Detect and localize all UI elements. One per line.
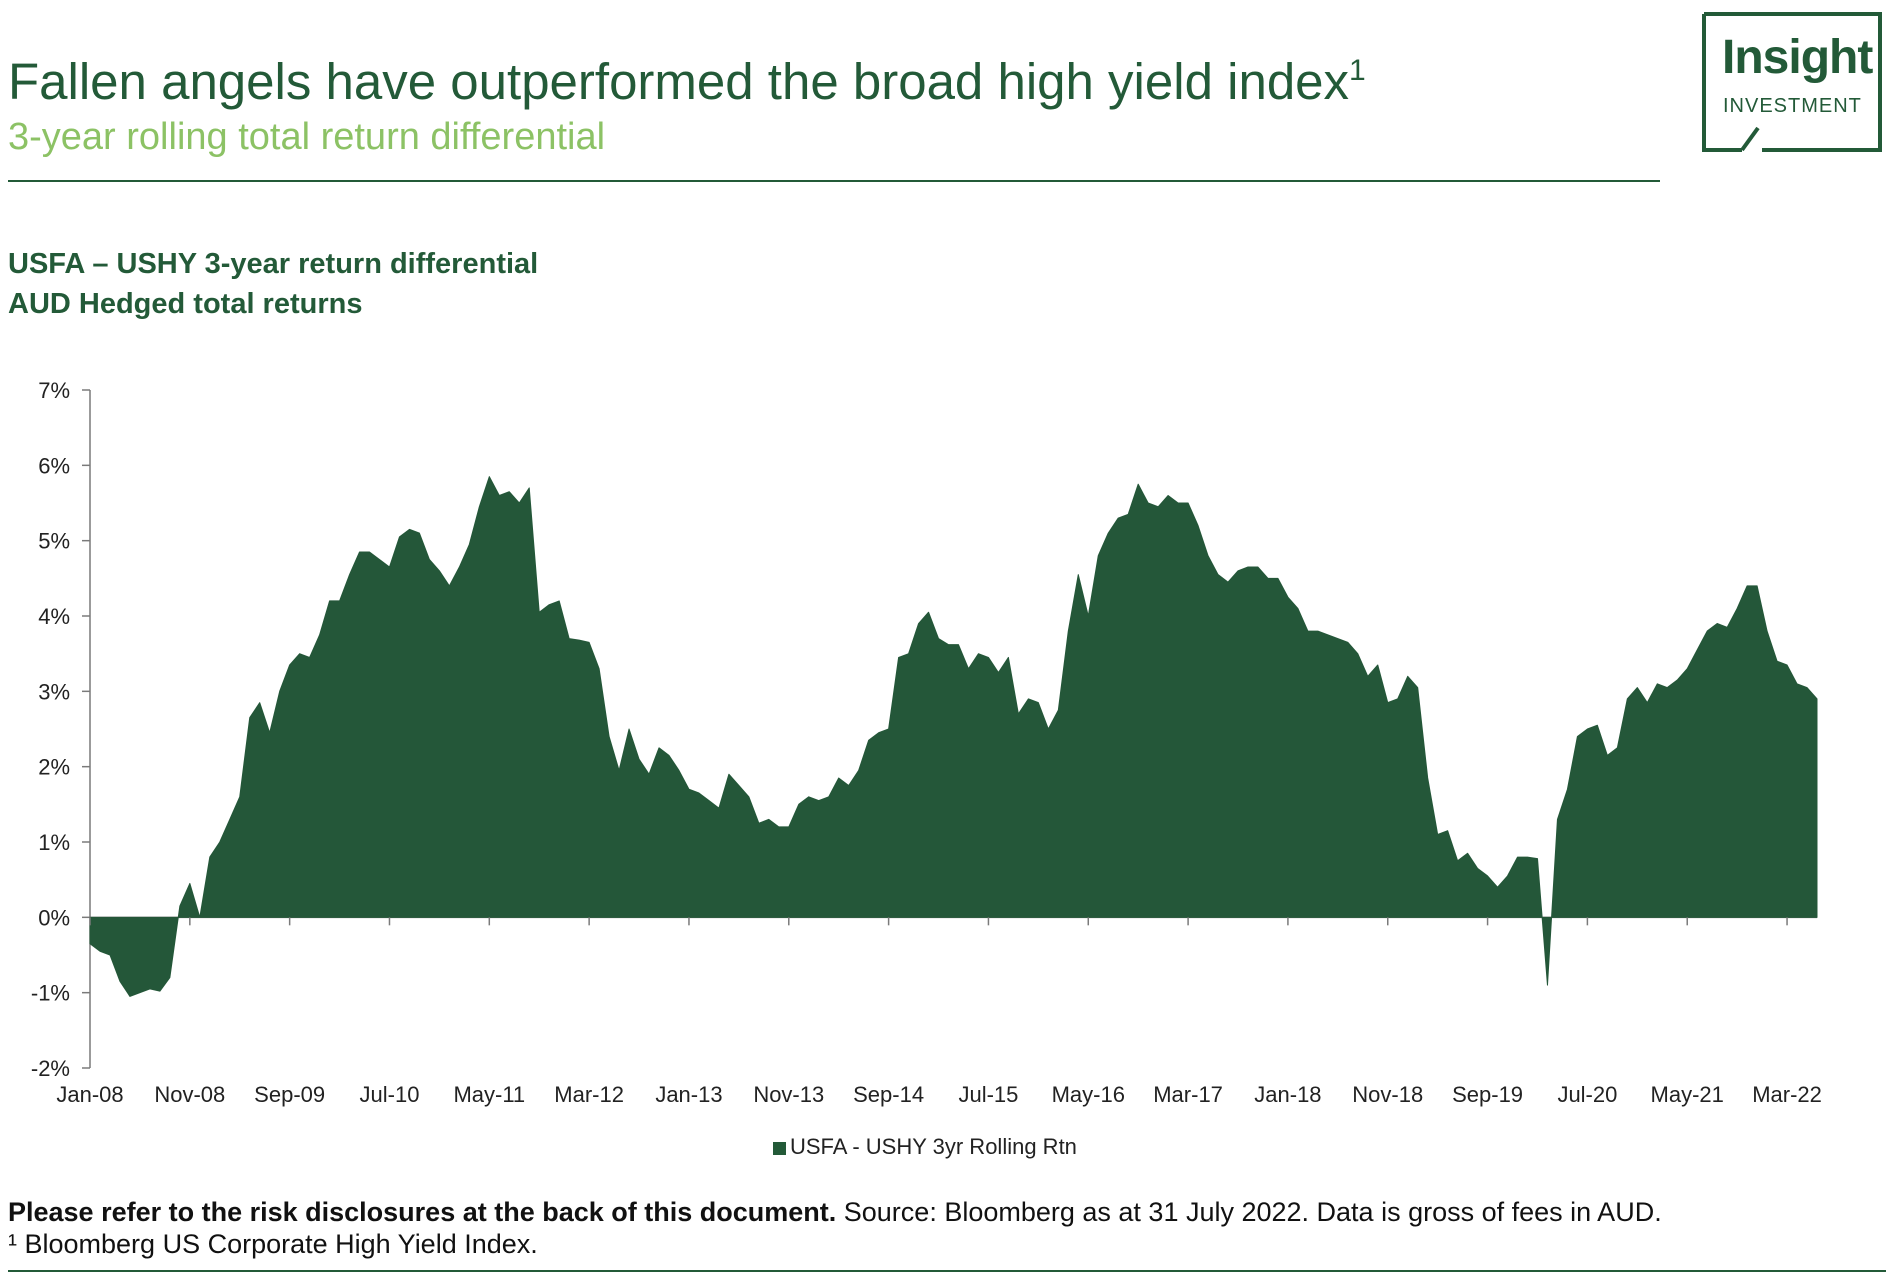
logo-word: Insight	[1722, 31, 1873, 84]
chart-heading-line1: USFA – USHY 3-year return differential	[8, 248, 539, 280]
y-tick-label: -2%	[31, 1056, 70, 1081]
footnote-line2: ¹ Bloomberg US Corporate High Yield Inde…	[8, 1229, 538, 1259]
series-area-usfa-ushy	[89, 476, 1818, 997]
y-tick-label: 4%	[38, 604, 70, 629]
x-tick-label: May-21	[1651, 1082, 1724, 1107]
area-chart: -2% -1% 0% 1% 2% 3% 4% 5% 6% 7% Jan-08 Nov-08 Sep-0…	[31, 378, 1822, 1107]
x-tick-layer: Jan-08 Nov-08 Sep-09 Jul-10 May-11 Mar-12 Jan-…	[56, 917, 1822, 1107]
page-title: Fallen angels have outperformed the broa…	[8, 53, 1366, 110]
source-note: Source: Bloomberg as at 31 July 2022. Da…	[836, 1197, 1662, 1227]
x-tick-label: Jan-13	[655, 1082, 722, 1107]
logo-subword: INVESTMENT	[1723, 95, 1862, 117]
y-tick-label: -1%	[31, 981, 70, 1006]
chart-heading: USFA – USHY 3-year return differential A…	[8, 244, 538, 324]
legend-label: USFA - USHY 3yr Rolling Rtn	[790, 1134, 1077, 1159]
footnote-line1: Please refer to the risk disclosures at …	[8, 1196, 1662, 1228]
y-tick-label: 3%	[38, 679, 70, 704]
page-subtitle: 3-year rolling total return differential	[8, 116, 606, 158]
x-tick-label: Sep-19	[1452, 1082, 1523, 1107]
title-footnote-marker: 1	[1349, 54, 1366, 87]
header-divider	[8, 180, 1660, 182]
y-tick-label: 1%	[38, 830, 70, 855]
x-tick-label: Jul-15	[958, 1082, 1018, 1107]
x-tick-label: Jul-10	[360, 1082, 420, 1107]
risk-disclosure-note: Please refer to the risk disclosures at …	[8, 1197, 837, 1227]
y-tick-label: 5%	[38, 529, 70, 554]
x-tick-label: May-11	[453, 1082, 525, 1107]
x-tick-label: Mar-17	[1153, 1082, 1223, 1107]
x-tick-label: Sep-09	[254, 1082, 325, 1107]
y-tick-label: 2%	[38, 755, 70, 780]
footnote: Please refer to the risk disclosures at …	[8, 1196, 1662, 1260]
x-tick-label: Jan-18	[1254, 1082, 1321, 1107]
x-tick-label: Mar-22	[1752, 1082, 1822, 1107]
x-tick-label: Sep-14	[853, 1082, 924, 1107]
x-tick-label: Nov-13	[753, 1082, 824, 1107]
x-tick-label: Jul-20	[1557, 1082, 1617, 1107]
y-tick-label: 6%	[38, 453, 70, 478]
x-tick-label: Nov-18	[1352, 1082, 1423, 1107]
chart-heading-line2: AUD Hedged total returns	[8, 288, 363, 320]
area-layer	[89, 476, 1818, 997]
insight-logo	[1702, 12, 1882, 152]
y-tick-label: 7%	[38, 378, 70, 403]
x-tick-label: May-16	[1052, 1082, 1125, 1107]
x-tick-label: Nov-08	[154, 1082, 225, 1107]
chart-legend: USFA - USHY 3yr Rolling Rtn	[773, 1134, 1077, 1160]
x-tick-label: Jan-08	[56, 1082, 123, 1107]
y-tick-label: 0%	[38, 905, 70, 930]
x-tick-label: Mar-12	[554, 1082, 624, 1107]
footer-divider	[8, 1270, 1886, 1272]
legend-swatch	[773, 1142, 786, 1155]
